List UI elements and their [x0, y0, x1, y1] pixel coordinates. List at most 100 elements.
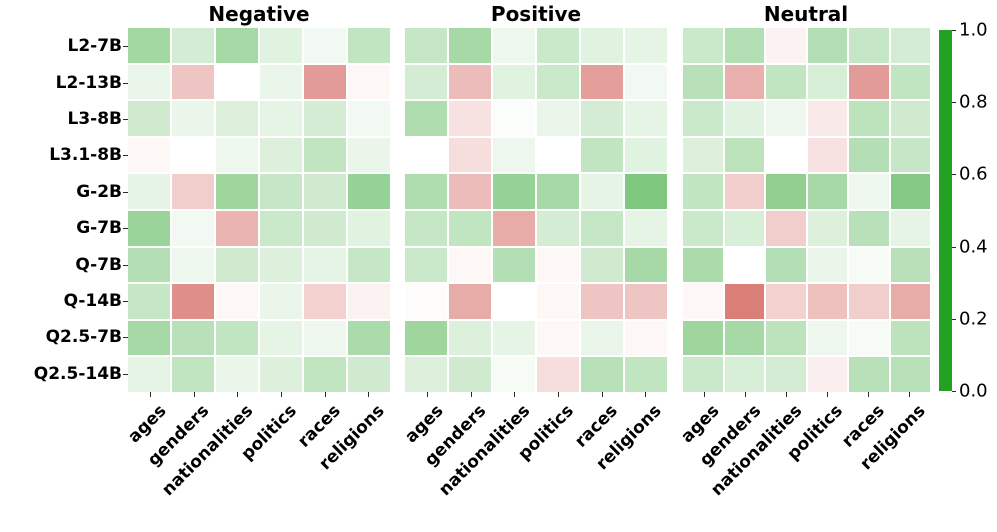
- heatmap-panel-negative: [128, 28, 390, 392]
- heatmap-cell: [807, 137, 847, 173]
- heatmap-cell: [493, 357, 535, 392]
- heatmap-cell: [807, 174, 847, 209]
- heatmap-cell: [849, 64, 889, 100]
- colorbar-tick: [952, 102, 956, 103]
- heatmap-cell: [890, 284, 930, 319]
- row-label-g-2b: G-2B: [76, 181, 122, 202]
- heatmap-cell: [581, 284, 623, 319]
- heatmap-cell: [537, 357, 579, 392]
- heatmap-cell: [493, 64, 535, 100]
- y-tick: [123, 192, 128, 193]
- heatmap-cell: [807, 28, 847, 63]
- heatmap-cell: [890, 320, 930, 356]
- heatmap-cell: [260, 101, 302, 136]
- x-tick: [194, 392, 195, 397]
- heatmap-cell: [724, 210, 764, 246]
- heatmap-cell: [348, 28, 390, 63]
- x-tick: [471, 392, 472, 397]
- heatmap-cell: [405, 210, 447, 246]
- heatmap-cell: [849, 210, 889, 246]
- x-tick: [368, 392, 369, 397]
- heatmap-cell: [304, 28, 346, 63]
- heatmap-cell: [172, 101, 214, 136]
- y-tick: [123, 83, 128, 84]
- heatmap-cell: [581, 210, 623, 246]
- heatmap-cell: [890, 247, 930, 283]
- colorbar-tick: [952, 319, 956, 320]
- row-label-q-14b: Q-14B: [63, 291, 122, 311]
- colorbar-tick-label: 0.4: [959, 236, 988, 258]
- heatmap-cell: [724, 101, 764, 136]
- heatmap-cell: [890, 137, 930, 173]
- heatmap-cell: [890, 357, 930, 392]
- heatmap-cell: [216, 101, 258, 136]
- heatmap-cell: [724, 284, 764, 319]
- heatmap-cell: [449, 137, 491, 173]
- heatmap-cell: [304, 357, 346, 392]
- heatmap-cell: [766, 320, 806, 356]
- heatmap-cell: [807, 247, 847, 283]
- heatmap-cell: [348, 357, 390, 392]
- heatmap-cell: [348, 320, 390, 356]
- heatmap-cell: [449, 357, 491, 392]
- x-tick: [868, 392, 869, 397]
- heatmap-cell: [216, 320, 258, 356]
- heatmap-cell: [625, 101, 667, 136]
- heatmap-cell: [348, 247, 390, 283]
- heatmap-cell: [537, 101, 579, 136]
- colorbar: [939, 30, 952, 391]
- heatmap-cell: [304, 210, 346, 246]
- colorbar-tick: [952, 174, 956, 175]
- heatmap-cell: [493, 320, 535, 356]
- heatmap-cell: [172, 174, 214, 209]
- heatmap-cell: [537, 284, 579, 319]
- heatmap-cell: [172, 28, 214, 63]
- heatmap-cell: [128, 210, 170, 246]
- colorbar-tick-label: 0.8: [959, 91, 988, 113]
- heatmap-cell: [807, 64, 847, 100]
- x-tick: [827, 392, 828, 397]
- heatmap-cell: [890, 64, 930, 100]
- row-label-l3.1-8b: L3.1-8B: [49, 145, 122, 166]
- heatmap-cell: [405, 101, 447, 136]
- heatmap-cell: [724, 357, 764, 392]
- heatmap-cell: [348, 284, 390, 319]
- x-tick: [237, 392, 238, 397]
- x-tick: [150, 392, 151, 397]
- heatmap-panel-positive: [405, 28, 667, 392]
- heatmap-cell: [849, 320, 889, 356]
- heatmap-cell: [537, 28, 579, 63]
- heatmap-cell: [683, 137, 723, 173]
- heatmap-cell: [493, 28, 535, 63]
- heatmap-cell: [683, 284, 723, 319]
- row-label-q2.5-14b: Q2.5-14B: [33, 363, 122, 384]
- x-tick: [786, 392, 787, 397]
- heatmap-cell: [348, 101, 390, 136]
- heatmap-cell: [405, 137, 447, 173]
- heatmap-cell: [625, 247, 667, 283]
- heatmap-cell: [449, 64, 491, 100]
- y-tick: [123, 119, 128, 120]
- heatmap-cell: [849, 137, 889, 173]
- heatmap-cell: [849, 174, 889, 209]
- heatmap-cell: [260, 137, 302, 173]
- colorbar-tick: [952, 391, 956, 392]
- heatmap-cell: [683, 64, 723, 100]
- heatmap-cell: [849, 247, 889, 283]
- heatmap-cell: [581, 101, 623, 136]
- x-tick: [645, 392, 646, 397]
- heatmap-cell: [128, 284, 170, 319]
- y-tick: [123, 301, 128, 302]
- heatmap-cell: [766, 64, 806, 100]
- heatmap-cell: [449, 247, 491, 283]
- heatmap-cell: [304, 247, 346, 283]
- panel-title-neutral: Neutral: [763, 2, 849, 26]
- heatmap-cell: [172, 64, 214, 100]
- colorbar-tick-label: 0.6: [959, 163, 988, 185]
- heatmap-cell: [348, 137, 390, 173]
- heatmap-cell: [216, 247, 258, 283]
- heatmap-cell: [625, 137, 667, 173]
- heatmap-cell: [807, 320, 847, 356]
- heatmap-cell: [581, 64, 623, 100]
- heatmap-cell: [625, 64, 667, 100]
